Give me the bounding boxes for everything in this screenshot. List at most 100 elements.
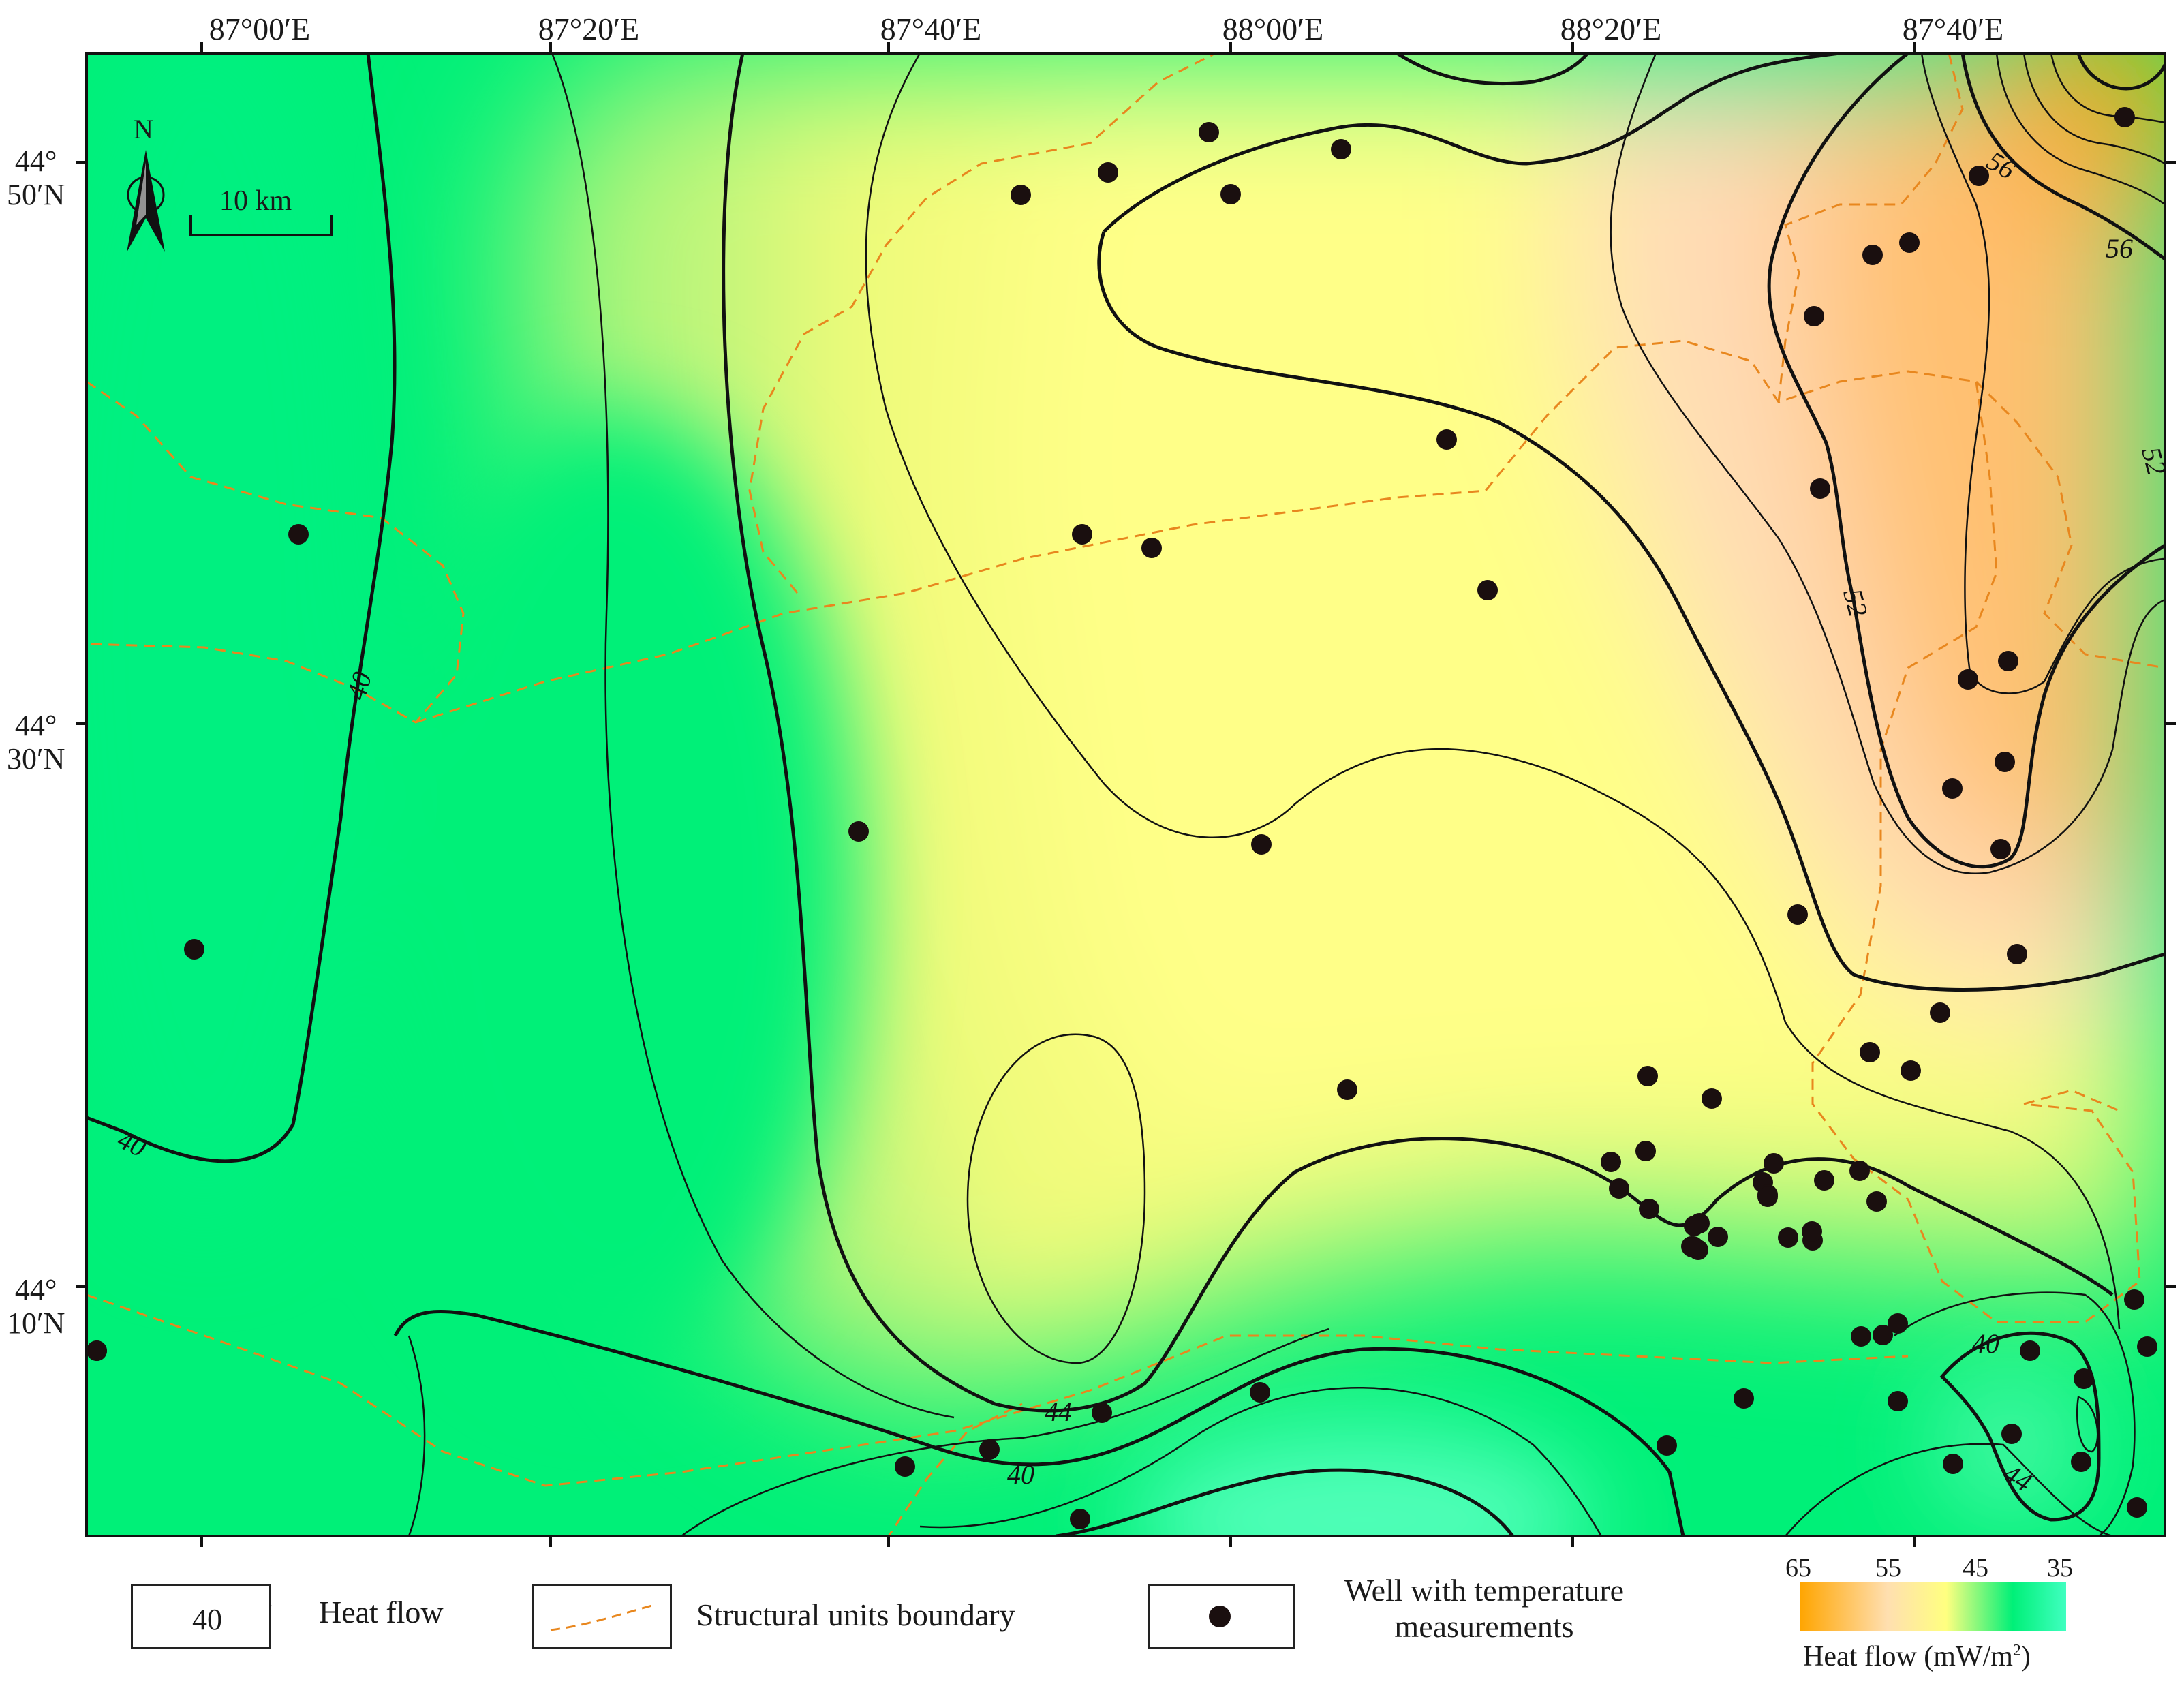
contour-label: 40 (1972, 1328, 1999, 1359)
well-marker (1601, 1152, 1621, 1172)
well-marker (2007, 944, 2027, 964)
latitude-degrees: 44° (14, 144, 57, 178)
well-marker (1998, 651, 2018, 671)
wells-layer (87, 107, 2157, 1529)
well-marker (1866, 1191, 1887, 1212)
well-marker (2114, 107, 2135, 127)
colorbar-title-text: Heat flow (mW/m (1803, 1641, 2013, 1672)
legend-well-label: Well with temperature measurements (1314, 1573, 1655, 1645)
colorbar-tick: 55 (1875, 1554, 1901, 1582)
well-marker (1337, 1079, 1357, 1100)
well-marker (1849, 1161, 1870, 1181)
well-marker (1637, 1066, 1658, 1086)
well-marker (1888, 1391, 1908, 1411)
well-marker (1639, 1199, 1659, 1219)
well-marker (1787, 904, 1808, 925)
well-marker (2074, 1368, 2094, 1389)
well-marker (184, 939, 204, 960)
well-marker (1657, 1435, 1677, 1456)
longitude-label: 87°40′E (880, 12, 982, 46)
heat-flow-contours (87, 53, 2165, 1536)
latitude-degrees: 44° (14, 709, 57, 742)
north-label: N (134, 114, 153, 144)
well-marker (1682, 1237, 1702, 1257)
well-marker (1990, 839, 2011, 859)
well-marker (848, 821, 869, 842)
contour-label: 40 (1007, 1459, 1034, 1490)
well-marker (2071, 1452, 2091, 1472)
well-marker (1635, 1141, 1656, 1161)
legend-symbols (151, 1604, 1231, 1631)
well-marker (1899, 232, 1920, 253)
well-marker (1734, 1388, 1754, 1409)
longitude-label: 87°20′E (538, 12, 640, 46)
well-marker (1995, 752, 2015, 772)
legend-heat-flow-box (131, 1584, 271, 1649)
well-marker (2124, 1289, 2144, 1310)
longitude-label: 87°40′E (1902, 12, 2004, 46)
well-marker (87, 1340, 107, 1361)
legend-boundary-label: Structural units boundary (696, 1597, 1015, 1632)
legend-boundary-box (532, 1584, 672, 1649)
scale-bar (189, 215, 333, 236)
latitude-minutes: 30′N (7, 742, 65, 776)
well-marker (1011, 185, 1031, 205)
well-marker (1220, 184, 1241, 204)
colorbar-tick: 65 (1785, 1554, 1811, 1582)
latitude-label: 44° 30′N (7, 709, 65, 776)
well-marker (288, 524, 309, 545)
well-marker (1969, 166, 1989, 186)
well-marker (1477, 580, 1498, 600)
latitude-label: 44° 10′N (7, 1273, 65, 1340)
legend-well-line1: Well with temperature (1344, 1573, 1625, 1608)
well-marker (1814, 1170, 1834, 1191)
well-marker (1757, 1186, 1778, 1207)
well-marker (1141, 538, 1162, 558)
well-marker (1958, 669, 1978, 690)
latitude-minutes: 50′N (7, 178, 65, 212)
well-marker (1609, 1178, 1629, 1199)
well-marker (1331, 139, 1351, 159)
contour-label: 56 (2106, 233, 2133, 264)
well-marker (1802, 1221, 1822, 1242)
well-marker (1901, 1060, 1921, 1081)
map-frame (85, 52, 2166, 1537)
contour-label: 44 (1045, 1396, 1072, 1427)
well-marker (1689, 1213, 1710, 1233)
structural-boundaries (87, 53, 2165, 1536)
well-marker (1778, 1227, 1798, 1248)
well-marker (1436, 429, 1457, 450)
legend-heat-flow-label: Heat flow (319, 1595, 444, 1629)
well-marker (1702, 1088, 1722, 1109)
colorbar-ramp (1800, 1582, 2066, 1631)
well-marker (2020, 1340, 2040, 1361)
well-marker (1873, 1325, 1893, 1345)
north-arrow-icon (127, 150, 165, 252)
well-marker (1851, 1326, 1871, 1347)
well-marker (1810, 478, 1830, 499)
longitude-label: 87°00′E (209, 12, 311, 46)
well-marker (1072, 524, 1092, 545)
well-marker (1942, 778, 1963, 799)
well-marker (979, 1439, 1000, 1460)
colorbar-tick: 35 (2047, 1554, 2073, 1582)
legend-heat-flow-sample: 40 (192, 1603, 222, 1636)
well-marker (1092, 1403, 1112, 1423)
colorbar-title: Heat flow (mW/m2) (1803, 1642, 2031, 1671)
graticule-ticks (76, 42, 2176, 1547)
well-marker (895, 1456, 915, 1477)
longitude-label: 88°20′E (1560, 12, 1662, 46)
legend-well-box (1148, 1584, 1295, 1649)
well-marker (1250, 1382, 1270, 1403)
heat-flow-raster (87, 53, 2165, 1536)
well-marker (2127, 1497, 2147, 1518)
well-marker (1708, 1227, 1728, 1247)
longitude-label: 88°00′E (1222, 12, 1324, 46)
well-marker (1943, 1454, 1963, 1474)
well-marker (2137, 1336, 2157, 1357)
latitude-minutes: 10′N (7, 1306, 65, 1340)
colorbar-title-end: ) (2020, 1641, 2031, 1672)
latitude-label: 44° 50′N (7, 144, 65, 212)
well-marker (1764, 1153, 1784, 1174)
latitude-degrees: 44° (14, 1273, 57, 1306)
